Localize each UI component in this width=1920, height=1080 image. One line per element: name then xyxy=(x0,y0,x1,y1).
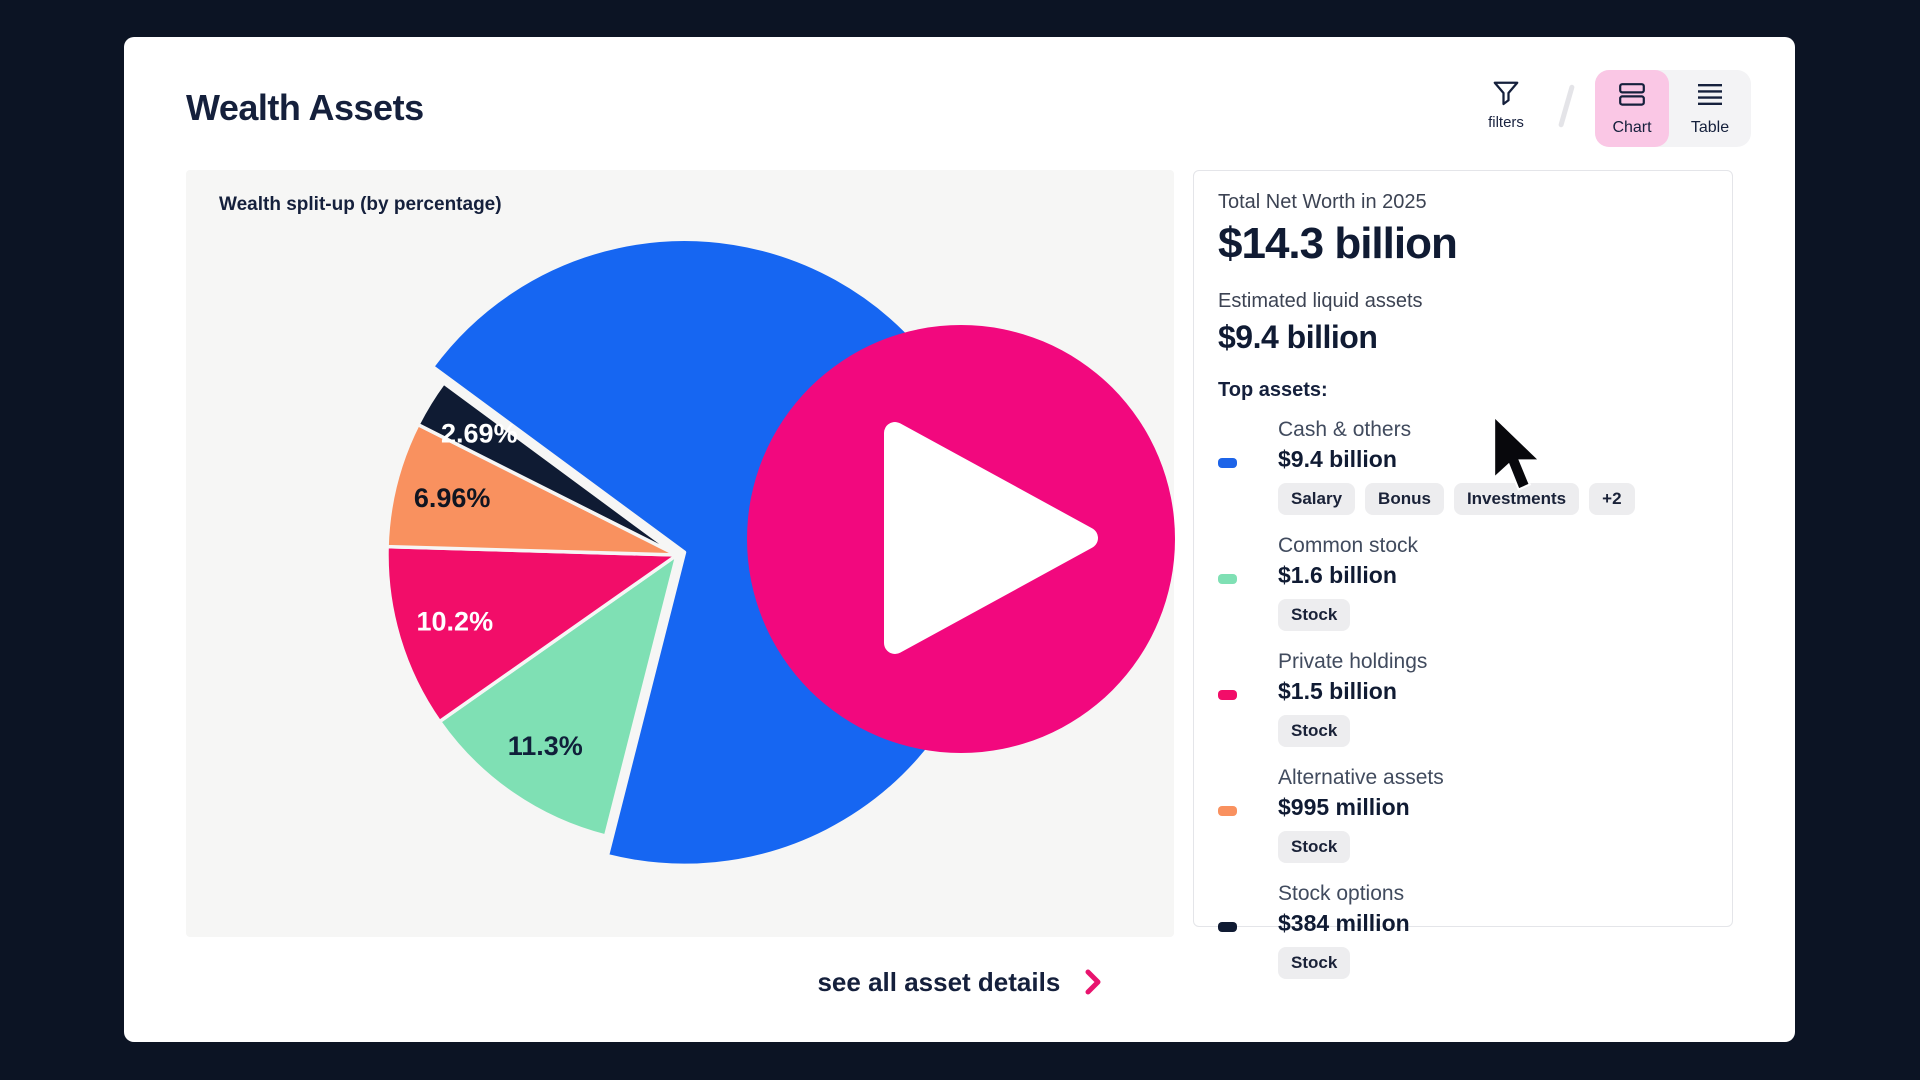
asset-name: Stock options xyxy=(1278,882,1405,905)
asset-row: Private holdings $1.5 billion Stock xyxy=(1218,648,1708,747)
asset-info: Private holdings $1.5 billion Stock xyxy=(1278,648,1427,747)
asset-row: Stock options $384 million Stock xyxy=(1218,880,1708,979)
asset-tag: Stock xyxy=(1278,715,1351,747)
asset-tag: Stock xyxy=(1278,599,1351,631)
summary-panel: Total Net Worth in 2025 $14.3 billion Es… xyxy=(1193,170,1733,979)
liquid-assets-value: $9.4 billion xyxy=(1218,319,1378,355)
pie-slice-label: 10.2% xyxy=(417,607,494,637)
asset-tags: Stock xyxy=(1278,715,1427,747)
asset-tag: Bonus xyxy=(1365,483,1444,515)
asset-tags: Stock xyxy=(1278,947,1410,979)
see-all-details-label: see all asset details xyxy=(817,967,1061,997)
tab-table[interactable]: Table xyxy=(1669,70,1751,147)
asset-name: Private holdings xyxy=(1278,650,1428,673)
legend-swatch xyxy=(1218,458,1237,468)
slash-divider xyxy=(1558,84,1575,128)
tab-table-label: Table xyxy=(1690,119,1730,136)
view-toggle: Chart Table xyxy=(1595,70,1751,147)
pie-slice-label: 6.96% xyxy=(414,483,491,513)
play-triangle-icon xyxy=(884,422,1098,654)
tab-chart-label: Chart xyxy=(1612,119,1652,136)
asset-tag: Stock xyxy=(1278,831,1351,863)
filters-button[interactable]: filters xyxy=(1466,79,1546,131)
asset-tags: Stock xyxy=(1278,831,1444,863)
asset-tag: Stock xyxy=(1278,947,1351,979)
asset-row: Common stock $1.6 billion Stock xyxy=(1218,532,1708,631)
chevron-right-icon xyxy=(1085,969,1101,995)
asset-tags: Stock xyxy=(1278,599,1418,631)
legend-swatch xyxy=(1218,690,1237,700)
asset-list: Cash & others $9.4 billion Salary Bonus In… xyxy=(1218,416,1708,979)
pie-slice-label: 11.3% xyxy=(508,731,583,761)
asset-info: Cash & others $9.4 billion Salary Bonus In… xyxy=(1278,416,1635,515)
net-worth-value: $14.3 billion xyxy=(1218,219,1458,268)
pie-slice-label: 2.69% xyxy=(441,419,518,449)
page-title: Wealth Assets xyxy=(186,87,424,128)
asset-row: Alternative assets $995 million Stock xyxy=(1218,764,1708,863)
net-worth-label: Total Net Worth in 2025 xyxy=(1218,191,1427,213)
asset-value: $1.6 billion xyxy=(1278,562,1397,588)
asset-info: Common stock $1.6 billion Stock xyxy=(1278,532,1418,631)
asset-tag: Investments xyxy=(1453,483,1580,515)
asset-tags: Salary Bonus Investments +2 xyxy=(1278,483,1635,515)
asset-row: Cash & others $9.4 billion Salary Bonus In… xyxy=(1218,416,1708,515)
pie-slice-private-holdings[interactable] xyxy=(385,544,679,724)
asset-value: $1.5 billion xyxy=(1278,678,1397,704)
asset-name: Common stock xyxy=(1278,534,1419,557)
asset-tag: +2 xyxy=(1589,483,1635,515)
asset-value: $384 million xyxy=(1278,910,1410,936)
asset-value: $9.4 billion xyxy=(1278,446,1397,472)
asset-info: Alternative assets $995 million Stock xyxy=(1278,764,1444,863)
legend-swatch xyxy=(1218,574,1237,584)
chart-title: Wealth split-up (by percentage) xyxy=(219,194,502,215)
see-all-details-link[interactable]: see all asset details xyxy=(124,967,1795,998)
liquid-assets-label: Estimated liquid assets xyxy=(1218,290,1423,312)
asset-info: Stock options $384 million Stock xyxy=(1278,880,1410,979)
asset-value: $995 million xyxy=(1278,794,1410,820)
table-lines-icon xyxy=(1698,84,1722,105)
filter-funnel-icon xyxy=(1493,81,1519,106)
pie-slice-stock-options[interactable] xyxy=(416,381,679,557)
filters-label: filters xyxy=(1488,114,1524,131)
top-assets-label: Top assets: xyxy=(1218,379,1328,401)
legend-swatch xyxy=(1218,806,1237,816)
pie-slice-alternative-assets[interactable] xyxy=(385,422,679,557)
asset-name: Cash & others xyxy=(1278,418,1412,441)
asset-name: Alternative assets xyxy=(1278,766,1444,789)
asset-tag: Salary xyxy=(1278,483,1356,515)
tab-chart[interactable]: Chart xyxy=(1595,70,1669,147)
legend-swatch xyxy=(1218,922,1237,932)
video-play-button[interactable] xyxy=(745,323,1177,755)
pie-slice-common-stock[interactable] xyxy=(437,553,679,838)
chart-rows-icon xyxy=(1619,83,1645,106)
